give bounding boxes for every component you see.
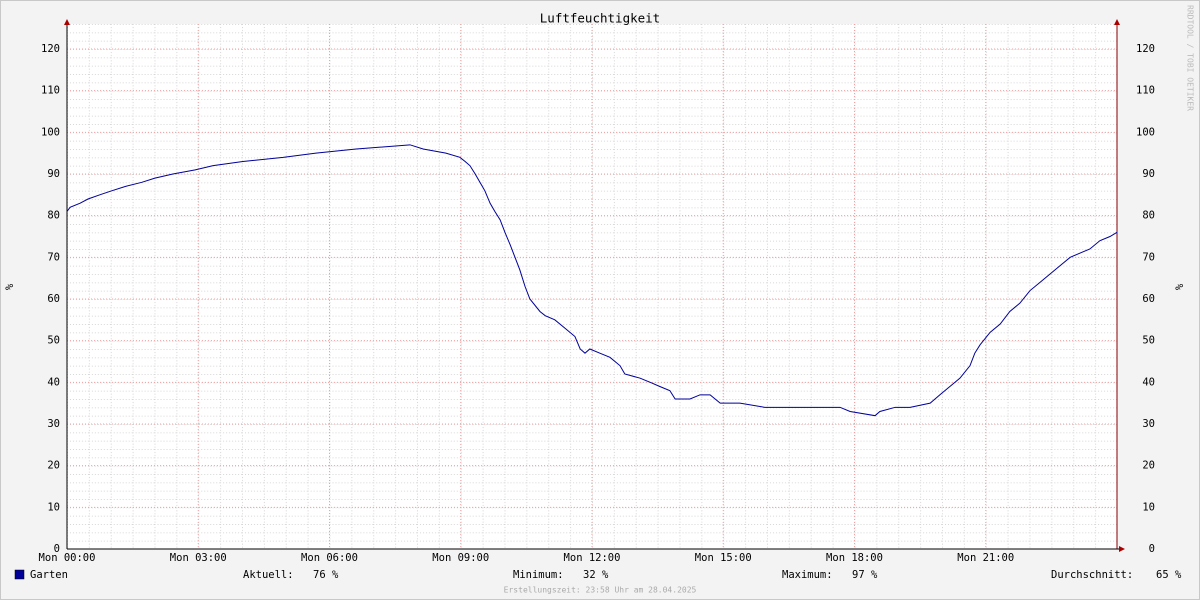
y-tick-label: 20	[47, 460, 60, 472]
y2-tick-label: 20	[1142, 460, 1155, 472]
x-tick-label: Mon 06:00	[301, 552, 358, 564]
y2-axis-label: %	[1174, 283, 1186, 290]
data-line	[66, 144, 1118, 417]
x-tick-label: Mon 00:00	[39, 552, 96, 564]
y-tick-label: 60	[47, 293, 60, 305]
x-tick-label: Mon 21:00	[957, 552, 1014, 564]
y-tick-label: 40	[47, 376, 60, 388]
stat-label: Minimum:	[513, 569, 564, 581]
y-tick-label: 30	[47, 418, 60, 430]
y2-tick-label: 0	[1149, 543, 1155, 555]
y-tick-label: 90	[47, 168, 60, 180]
legend-label: Garten	[30, 569, 68, 581]
stat-label: Maximum:	[782, 569, 833, 581]
y2-tick-label: 10	[1142, 501, 1155, 513]
y2-tick-label: 120	[1136, 43, 1155, 55]
y-tick-label: 10	[47, 501, 60, 513]
y2-tick-label: 30	[1142, 418, 1155, 430]
y-tick-label: 110	[41, 85, 60, 97]
axis-arrow	[1119, 546, 1125, 552]
stat-value: 76 %	[313, 569, 339, 581]
stat-label: Durchschnitt:	[1051, 569, 1133, 581]
chart-title: Luftfeuchtigkeit	[540, 11, 660, 26]
x-tick-label: Mon 12:00	[564, 552, 621, 564]
y2-tick-label: 60	[1142, 293, 1155, 305]
y-tick-label: 100	[41, 126, 60, 138]
y2-tick-label: 40	[1142, 376, 1155, 388]
y-tick-label: 80	[47, 210, 60, 222]
watermark: RRDTOOL / TOBI OETIKER	[1186, 5, 1195, 111]
stat-value: 32 %	[583, 569, 609, 581]
y-axis-label: %	[4, 283, 16, 290]
y2-tick-label: 50	[1142, 335, 1155, 347]
y2-tick-label: 100	[1136, 126, 1155, 138]
x-tick-label: Mon 03:00	[170, 552, 227, 564]
x-tick-label: Mon 15:00	[695, 552, 752, 564]
stat-value: 97 %	[852, 569, 878, 581]
y2-tick-label: 70	[1142, 251, 1155, 263]
y2-tick-label: 90	[1142, 168, 1155, 180]
x-tick-label: Mon 09:00	[432, 552, 489, 564]
axis-arrow	[64, 19, 70, 25]
x-tick-label: Mon 18:00	[826, 552, 883, 564]
y-tick-label: 70	[47, 251, 60, 263]
legend-swatch	[14, 569, 25, 580]
y2-tick-label: 110	[1136, 85, 1155, 97]
footer: Erstellungszeit: 23:58 Uhr am 28.04.2025	[504, 586, 697, 595]
axis-arrow	[1114, 19, 1120, 25]
stat-value: 65 %	[1156, 569, 1182, 581]
y-tick-label: 120	[41, 43, 60, 55]
y2-tick-label: 80	[1142, 210, 1155, 222]
y-tick-label: 0	[54, 543, 60, 555]
stat-label: Aktuell:	[243, 569, 294, 581]
y-tick-label: 50	[47, 335, 60, 347]
